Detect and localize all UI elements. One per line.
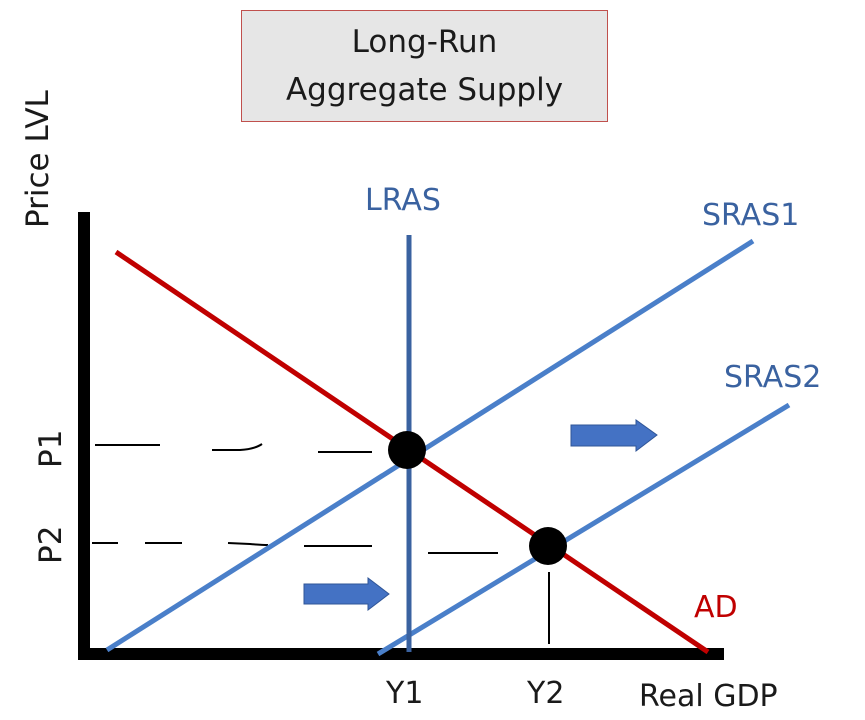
sras2-curve	[376, 402, 791, 657]
ad-label: AD	[694, 590, 738, 625]
x-axis-label: Real GDP	[639, 679, 778, 714]
p1-dashed-guide	[95, 443, 372, 453]
y2-tick-label: Y2	[526, 676, 564, 711]
sras2-label: SRAS2	[724, 360, 821, 395]
p2-dashed-guide	[92, 542, 498, 554]
title-line-2: Aggregate Supply	[285, 72, 564, 108]
sras1-label: SRAS1	[702, 198, 799, 233]
equilibrium-point-p2	[529, 527, 567, 565]
p2-tick-label: P2	[33, 526, 69, 564]
shift-right-arrow-upper	[570, 419, 658, 453]
title-line-1: Long-Run	[351, 24, 498, 60]
sras1-curve	[105, 238, 755, 653]
lras-label: LRAS	[365, 183, 441, 218]
equilibrium-point-p1	[388, 431, 426, 469]
title-y-axis-label: Price LVL	[20, 89, 56, 228]
p1-tick-label: P1	[33, 430, 69, 468]
shift-right-arrow-lower	[303, 576, 390, 612]
title-box: Long-Run Aggregate Supply	[241, 10, 608, 122]
y1-tick-label: Y1	[385, 676, 423, 711]
